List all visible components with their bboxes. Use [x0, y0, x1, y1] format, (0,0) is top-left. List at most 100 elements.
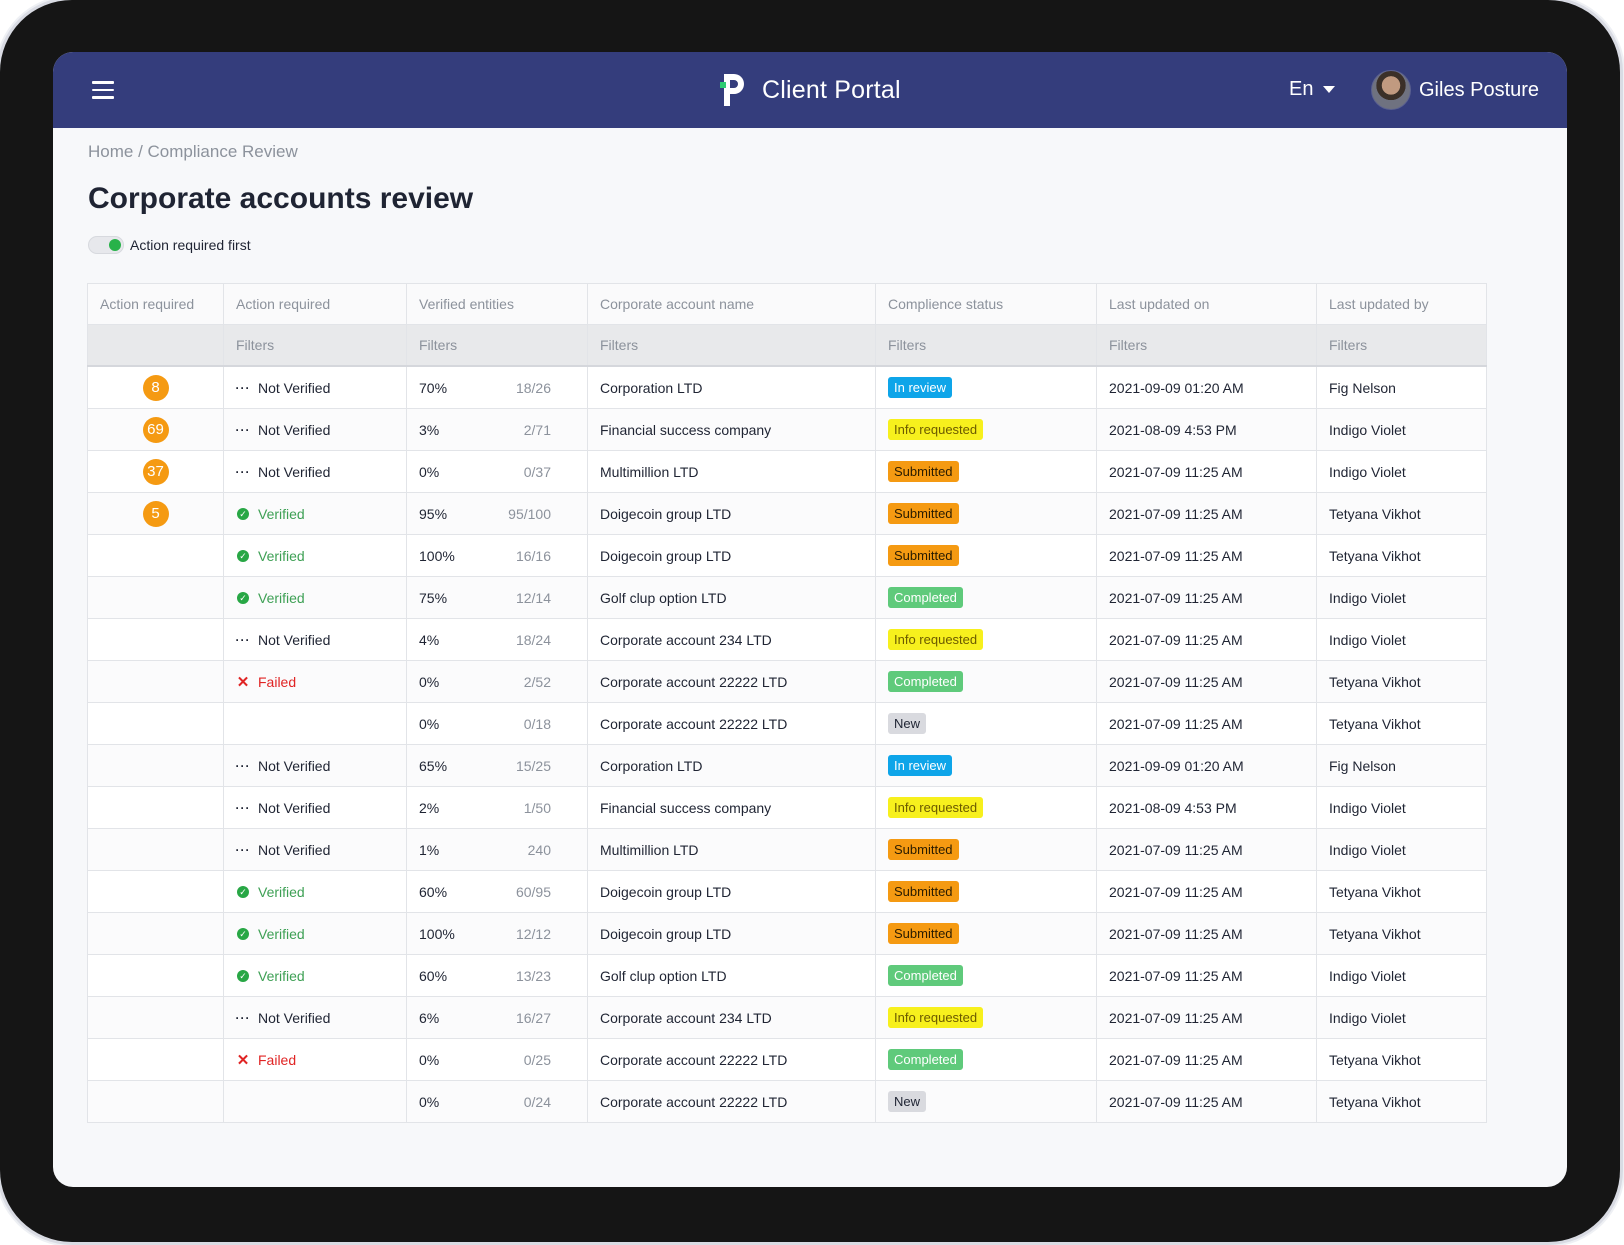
table-row[interactable]: ✕ Failed 0% 0/25 Corporate account 22222 LTD…	[87, 1038, 1487, 1081]
check-circle-icon: ✓	[236, 507, 250, 520]
verified-percent: 0%	[419, 1051, 440, 1068]
last-updated-on-cell: 2021-08-09 4:53 PM	[1096, 408, 1317, 451]
action-count-cell: 37	[87, 450, 224, 493]
account-name-cell[interactable]: Corporate account 234 LTD	[587, 996, 876, 1039]
verified-percent: 70%	[419, 379, 448, 396]
last-updated-by-cell: Indigo Violet	[1316, 408, 1487, 451]
breadcrumb-home-link[interactable]: Home	[88, 142, 134, 161]
action-count-badge[interactable]: 8	[142, 374, 169, 401]
last-updated-on-cell: 2021-09-09 01:20 AM	[1096, 365, 1317, 409]
account-name-cell[interactable]: Corporate account 234 LTD	[587, 618, 876, 661]
verified-fraction: 0/24	[523, 1093, 551, 1110]
table-row[interactable]: ✓ Verified 75% 12/14 Golf clup option LTD Com…	[87, 576, 1487, 619]
action-status-label: Not Verified	[258, 421, 331, 438]
filter-compliance-status[interactable]: Filters	[875, 324, 1097, 367]
table-row[interactable]: ✓ Verified 60% 13/23 Golf clup option LTD Com…	[87, 954, 1487, 997]
filter-action-status[interactable]: Filters	[223, 324, 407, 367]
verified-percent: 95%	[419, 505, 448, 522]
action-status-cell: ··· Not Verified	[223, 996, 407, 1039]
table-row[interactable]: 37 ··· Not Verified 0% 0/37 Multimillion LTD S…	[87, 450, 1487, 493]
account-name-cell[interactable]: Corporate account 22222 LTD	[587, 1038, 876, 1081]
verified-entities-cell: 95% 95/100	[406, 492, 588, 535]
avatar	[1371, 70, 1411, 110]
verified-percent: 0%	[419, 1093, 440, 1110]
user-menu[interactable]: Giles Posture	[1371, 70, 1539, 110]
action-count-cell	[87, 912, 224, 955]
account-name-cell[interactable]: Doigecoin group LTD	[587, 870, 876, 913]
filter-last-updated-by[interactable]: Filters	[1316, 324, 1487, 367]
action-count-cell	[87, 996, 224, 1039]
table-row[interactable]: ··· Not Verified 65% 15/25 Corporation LTD In…	[87, 744, 1487, 787]
hamburger-icon[interactable]	[92, 81, 114, 99]
brand[interactable]: Client Portal	[718, 70, 901, 110]
table-row[interactable]: ✓ Verified 100% 12/12 Doigecoin group LTD Sub…	[87, 912, 1487, 955]
account-name-cell[interactable]: Multimillion LTD	[587, 828, 876, 871]
column-header-compliance-status[interactable]: Complience status	[875, 283, 1097, 325]
account-name-cell[interactable]: Corporate account 22222 LTD	[587, 1080, 876, 1123]
language-selector[interactable]: En	[1289, 78, 1336, 101]
action-count-cell	[87, 828, 224, 871]
last-updated-by-cell: Tetyana Vikhot	[1316, 660, 1487, 703]
user-name: Giles Posture	[1419, 78, 1540, 101]
action-count-badge[interactable]: 37	[142, 458, 169, 485]
compliance-status-badge: Info requested	[888, 419, 984, 440]
action-status-label: Not Verified	[258, 841, 331, 858]
account-name-cell[interactable]: Financial success company	[587, 408, 876, 451]
filter-cell-empty	[87, 324, 224, 367]
last-updated-by-cell: Indigo Violet	[1316, 576, 1487, 619]
account-name-cell[interactable]: Corporation LTD	[587, 744, 876, 787]
column-header-account-name[interactable]: Corporate account name	[587, 283, 876, 325]
filter-verified-entities[interactable]: Filters	[406, 324, 588, 367]
account-name-cell[interactable]: Financial success company	[587, 786, 876, 829]
x-icon: ✕	[236, 1051, 250, 1069]
last-updated-on-cell: 2021-07-09 11:25 AM	[1096, 492, 1317, 535]
account-name-cell[interactable]: Doigecoin group LTD	[587, 912, 876, 955]
compliance-status-badge: Info requested	[888, 629, 984, 650]
action-status-cell: ··· Not Verified	[223, 786, 407, 829]
verified-fraction: 1/50	[523, 799, 551, 816]
column-header-verified-entities[interactable]: Verified entities	[406, 283, 588, 325]
table-row[interactable]: 8 ··· Not Verified 70% 18/26 Corporation LTD I…	[87, 365, 1487, 409]
account-name-cell[interactable]: Corporation LTD	[587, 365, 876, 409]
table-row[interactable]: ✕ Failed 0% 2/52 Corporate account 22222 LTD…	[87, 660, 1487, 703]
account-name-cell[interactable]: Doigecoin group LTD	[587, 492, 876, 535]
action-count-badge[interactable]: 5	[142, 500, 169, 527]
compliance-status-cell: Completed	[875, 1038, 1097, 1081]
table-row[interactable]: ✓ Verified 60% 60/95 Doigecoin group LTD Subm…	[87, 870, 1487, 913]
last-updated-by-cell: Tetyana Vikhot	[1316, 912, 1487, 955]
filter-account-name[interactable]: Filters	[587, 324, 876, 367]
last-updated-by-cell: Tetyana Vikhot	[1316, 870, 1487, 913]
verified-entities-cell: 75% 12/14	[406, 576, 588, 619]
table-row[interactable]: ··· Not Verified 1% 240 Multimillion LTD Subm…	[87, 828, 1487, 871]
column-header-action-status[interactable]: Action required	[223, 283, 407, 325]
table-row[interactable]: ✓ Verified 100% 16/16 Doigecoin group LTD Sub…	[87, 534, 1487, 577]
compliance-status-cell: In review	[875, 744, 1097, 787]
account-name-cell[interactable]: Golf clup option LTD	[587, 576, 876, 619]
action-count-cell	[87, 576, 224, 619]
account-name-cell[interactable]: Multimillion LTD	[587, 450, 876, 493]
check-circle-icon: ✓	[236, 549, 250, 562]
table-row[interactable]: 0% 0/24 Corporate account 22222 LTD New 2021…	[87, 1080, 1487, 1123]
action-count-cell	[87, 702, 224, 745]
verified-fraction: 16/16	[515, 547, 551, 564]
table-row[interactable]: ··· Not Verified 2% 1/50 Financial success c…	[87, 786, 1487, 829]
last-updated-on-cell: 2021-07-09 11:25 AM	[1096, 828, 1317, 871]
account-name-cell[interactable]: Golf clup option LTD	[587, 954, 876, 997]
filter-last-updated-on[interactable]: Filters	[1096, 324, 1317, 367]
account-name-cell[interactable]: Corporate account 22222 LTD	[587, 660, 876, 703]
account-name-cell[interactable]: Doigecoin group LTD	[587, 534, 876, 577]
column-header-last-updated-on[interactable]: Last updated on	[1096, 283, 1317, 325]
account-name-cell[interactable]: Corporate account 22222 LTD	[587, 702, 876, 745]
action-first-toggle[interactable]	[88, 236, 124, 254]
table-row[interactable]: ··· Not Verified 4% 18/24 Corporate account …	[87, 618, 1487, 661]
table-row[interactable]: ··· Not Verified 6% 16/27 Corporate account …	[87, 996, 1487, 1039]
verified-percent: 4%	[419, 631, 440, 648]
action-count-badge[interactable]: 69	[142, 416, 169, 443]
action-status-label: Failed	[258, 1051, 297, 1068]
table-row[interactable]: 69 ··· Not Verified 3% 2/71 Financial success…	[87, 408, 1487, 451]
table-row[interactable]: 0% 0/18 Corporate account 22222 LTD New 2021…	[87, 702, 1487, 745]
table-row[interactable]: 5 ✓ Verified 95% 95/100 Doigecoin group LTD Su…	[87, 492, 1487, 535]
column-header-last-updated-by[interactable]: Last updated by	[1316, 283, 1487, 325]
column-header-action-count[interactable]: Action required	[87, 283, 224, 325]
action-status-label: Not Verified	[258, 631, 331, 648]
